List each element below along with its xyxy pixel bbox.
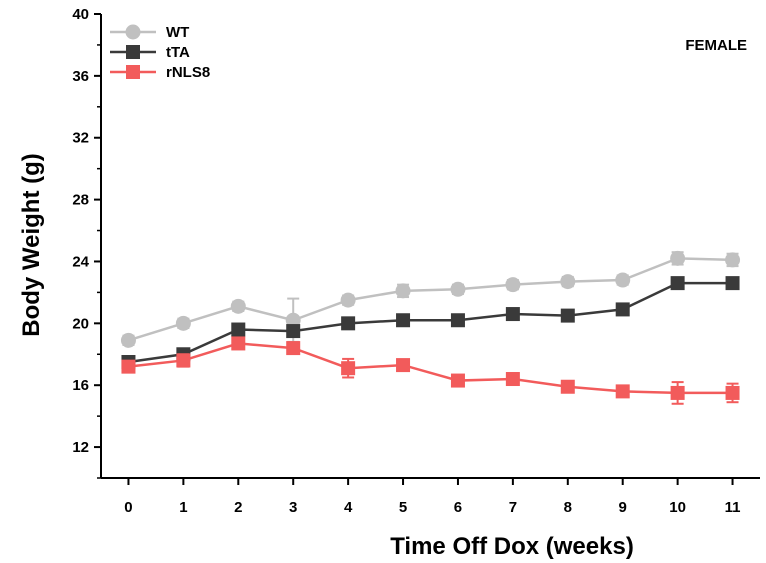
data-point: [670, 250, 686, 266]
legend-marker: [126, 65, 140, 79]
x-axis-title: Time Off Dox (weeks): [390, 533, 634, 560]
legend-marker: [126, 45, 140, 59]
legend-label: WT: [166, 24, 189, 41]
x-tick-label: 1: [179, 499, 187, 516]
x-tick-label: 10: [669, 499, 686, 516]
y-tick-label: 40: [72, 6, 89, 23]
data-point: [615, 302, 630, 317]
data-point: [340, 292, 356, 308]
data-point: [725, 385, 740, 400]
data-point: [341, 316, 356, 331]
data-point: [560, 379, 575, 394]
data-point: [670, 385, 685, 400]
data-point: [175, 315, 191, 331]
series-line-rNLS8: [128, 342, 733, 395]
data-point: [450, 281, 466, 297]
x-tick-label: 4: [344, 499, 353, 516]
data-point: [120, 332, 136, 348]
x-tick-label: 0: [124, 499, 132, 516]
data-point: [725, 276, 740, 291]
legend: WT tTA rNLS8: [110, 24, 210, 81]
x-tick-label: 11: [725, 499, 741, 516]
x-tick-label: 5: [399, 499, 407, 516]
series-WT: [120, 250, 741, 348]
data-point: [670, 276, 685, 291]
series-line-WT: [128, 257, 733, 342]
x-tick-label: 6: [454, 499, 462, 516]
data-point: [285, 312, 301, 328]
data-point: [615, 272, 631, 288]
data-point: [286, 324, 301, 339]
y-tick-label: 32: [72, 130, 89, 147]
data-point: [231, 336, 246, 351]
x-tick-label: 7: [509, 499, 517, 516]
data-point: [395, 283, 411, 299]
series-layer: [120, 250, 741, 405]
x-tick-label: 9: [619, 499, 627, 516]
data-point: [505, 307, 520, 322]
y-axis-title: Body Weight (g): [18, 153, 45, 337]
legend-item-rNLS8: rNLS8: [110, 64, 210, 81]
x-tick-label: 3: [289, 499, 297, 516]
data-point: [560, 308, 575, 323]
legend-label: tTA: [166, 44, 190, 61]
data-point: [121, 359, 136, 374]
y-tick-label: 24: [72, 253, 89, 270]
series-line-tTA: [128, 281, 733, 364]
y-tick-label: 28: [72, 192, 89, 209]
data-point: [560, 274, 576, 290]
x-tick-label: 8: [564, 499, 572, 516]
data-point: [341, 361, 356, 376]
legend-item-WT: WT: [110, 24, 189, 41]
data-point: [725, 252, 741, 268]
y-tick-label: 36: [72, 68, 89, 85]
data-point: [450, 373, 465, 388]
legend-label: rNLS8: [166, 64, 210, 81]
data-point: [286, 341, 301, 356]
data-point: [450, 313, 465, 328]
legend-marker: [125, 24, 141, 40]
panel-annotation: FEMALE: [685, 37, 747, 54]
series-tTA: [121, 276, 740, 369]
x-tick-label: 2: [234, 499, 242, 516]
data-point: [231, 322, 246, 337]
y-tick-label: 20: [72, 315, 89, 332]
data-point: [505, 372, 520, 387]
y-tick-label: 16: [72, 377, 89, 394]
data-point: [176, 353, 191, 368]
y-tick-label: 12: [72, 439, 89, 456]
series-rNLS8: [121, 336, 740, 405]
data-point: [230, 298, 246, 314]
data-point: [396, 313, 411, 328]
data-point: [396, 358, 411, 373]
data-point: [615, 384, 630, 399]
data-point: [505, 277, 521, 293]
legend-item-tTA: tTA: [110, 44, 190, 61]
